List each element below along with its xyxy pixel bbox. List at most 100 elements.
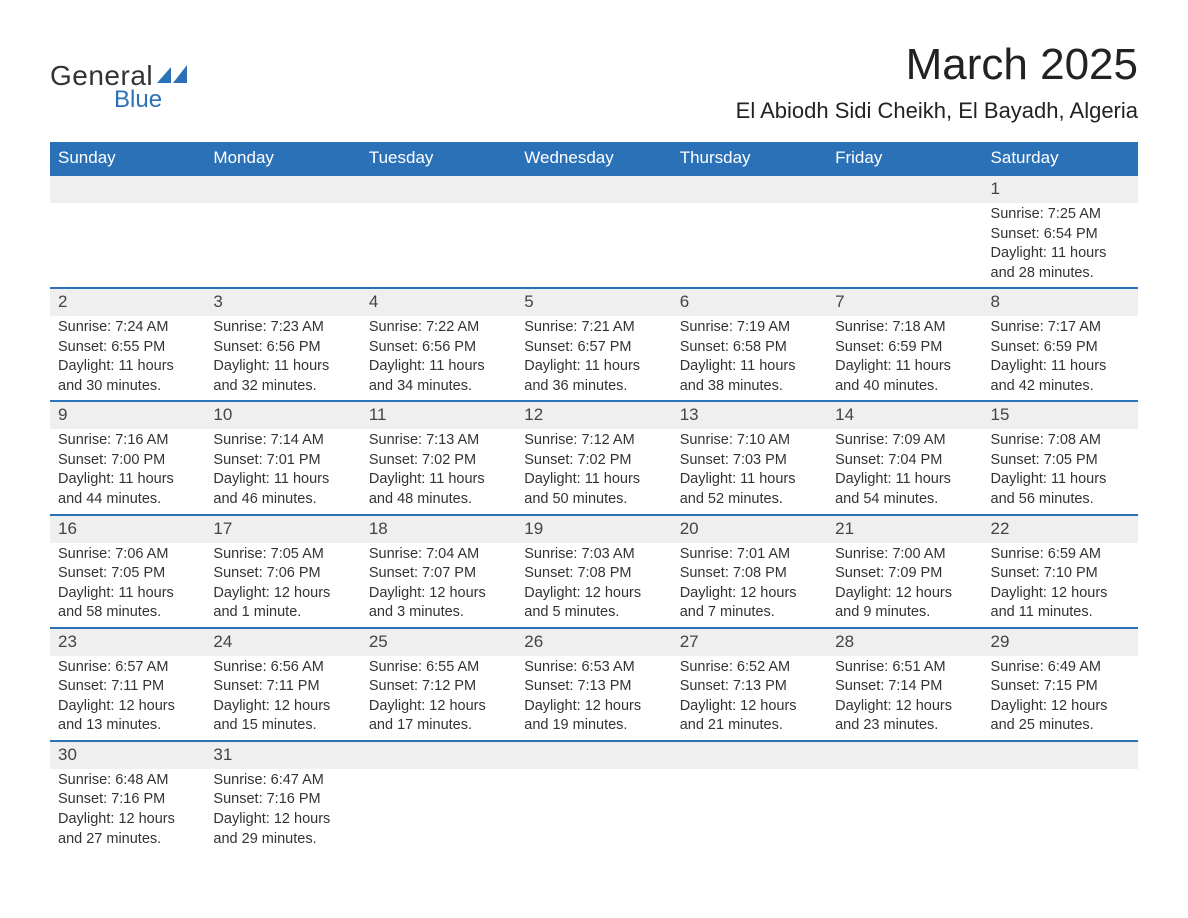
sunset-text: Sunset: 7:08 PM	[524, 564, 663, 584]
sunset-text: Sunset: 7:07 PM	[369, 564, 508, 584]
day-number-cell: 13	[672, 401, 827, 429]
day-number-cell: 11	[361, 401, 516, 429]
daynum-row: 1	[50, 175, 1138, 203]
weekday-header: Friday	[827, 142, 982, 175]
sunset-text: Sunset: 7:16 PM	[213, 790, 352, 810]
sunset-text: Sunset: 6:57 PM	[524, 338, 663, 358]
detail-row: Sunrise: 7:25 AMSunset: 6:54 PMDaylight:…	[50, 203, 1138, 288]
sunrise-text: Sunrise: 7:04 AM	[369, 545, 508, 565]
day-number-cell: 15	[983, 401, 1138, 429]
sunset-text: Sunset: 7:06 PM	[213, 564, 352, 584]
sunset-text: Sunset: 6:55 PM	[58, 338, 197, 358]
sunset-text: Sunset: 7:11 PM	[58, 677, 197, 697]
daylight-text: Daylight: 12 hours and 17 minutes.	[369, 697, 508, 736]
header: General Blue March 2025 El Abiodh Sidi C…	[50, 40, 1138, 124]
daylight-text: Daylight: 11 hours and 58 minutes.	[58, 584, 197, 623]
sunset-text: Sunset: 7:09 PM	[835, 564, 974, 584]
sunrise-text: Sunrise: 7:14 AM	[213, 431, 352, 451]
daylight-text: Daylight: 12 hours and 15 minutes.	[213, 697, 352, 736]
day-detail-cell: Sunrise: 7:23 AMSunset: 6:56 PMDaylight:…	[205, 316, 360, 401]
daylight-text: Daylight: 11 hours and 32 minutes.	[213, 357, 352, 396]
sunset-text: Sunset: 7:04 PM	[835, 451, 974, 471]
day-number-cell: 3	[205, 288, 360, 316]
daylight-text: Daylight: 12 hours and 29 minutes.	[213, 810, 352, 849]
sunrise-text: Sunrise: 6:49 AM	[991, 658, 1130, 678]
logo-triangle-icon	[157, 61, 187, 88]
day-detail-cell: Sunrise: 7:06 AMSunset: 7:05 PMDaylight:…	[50, 543, 205, 628]
day-detail-cell: Sunrise: 7:22 AMSunset: 6:56 PMDaylight:…	[361, 316, 516, 401]
title-block: March 2025 El Abiodh Sidi Cheikh, El Bay…	[736, 40, 1138, 124]
day-detail-cell	[983, 769, 1138, 853]
sunrise-text: Sunrise: 7:09 AM	[835, 431, 974, 451]
day-number-cell	[361, 741, 516, 769]
logo-text-blue: Blue	[114, 86, 187, 114]
sunrise-text: Sunrise: 7:12 AM	[524, 431, 663, 451]
day-number-cell: 28	[827, 628, 982, 656]
sunset-text: Sunset: 6:59 PM	[835, 338, 974, 358]
sunset-text: Sunset: 6:54 PM	[991, 225, 1130, 245]
sunrise-text: Sunrise: 7:06 AM	[58, 545, 197, 565]
day-number-cell: 12	[516, 401, 671, 429]
sunset-text: Sunset: 7:08 PM	[680, 564, 819, 584]
day-number-cell	[516, 175, 671, 203]
day-detail-cell: Sunrise: 6:57 AMSunset: 7:11 PMDaylight:…	[50, 656, 205, 741]
day-number-cell	[361, 175, 516, 203]
daylight-text: Daylight: 12 hours and 19 minutes.	[524, 697, 663, 736]
day-number-cell: 29	[983, 628, 1138, 656]
day-number-cell: 1	[983, 175, 1138, 203]
detail-row: Sunrise: 6:57 AMSunset: 7:11 PMDaylight:…	[50, 656, 1138, 741]
day-number-cell	[516, 741, 671, 769]
sunrise-text: Sunrise: 7:05 AM	[213, 545, 352, 565]
calendar-table: SundayMondayTuesdayWednesdayThursdayFrid…	[50, 142, 1138, 853]
day-number-cell	[983, 741, 1138, 769]
day-detail-cell: Sunrise: 7:17 AMSunset: 6:59 PMDaylight:…	[983, 316, 1138, 401]
daylight-text: Daylight: 11 hours and 30 minutes.	[58, 357, 197, 396]
sunset-text: Sunset: 7:15 PM	[991, 677, 1130, 697]
sunrise-text: Sunrise: 7:03 AM	[524, 545, 663, 565]
day-detail-cell: Sunrise: 7:04 AMSunset: 7:07 PMDaylight:…	[361, 543, 516, 628]
day-detail-cell: Sunrise: 6:55 AMSunset: 7:12 PMDaylight:…	[361, 656, 516, 741]
daylight-text: Daylight: 11 hours and 36 minutes.	[524, 357, 663, 396]
daylight-text: Daylight: 11 hours and 54 minutes.	[835, 470, 974, 509]
day-number-cell: 22	[983, 515, 1138, 543]
sunset-text: Sunset: 6:56 PM	[213, 338, 352, 358]
day-detail-cell: Sunrise: 7:10 AMSunset: 7:03 PMDaylight:…	[672, 429, 827, 514]
daynum-row: 3031	[50, 741, 1138, 769]
daylight-text: Daylight: 11 hours and 42 minutes.	[991, 357, 1130, 396]
detail-row: Sunrise: 7:24 AMSunset: 6:55 PMDaylight:…	[50, 316, 1138, 401]
sunrise-text: Sunrise: 7:17 AM	[991, 318, 1130, 338]
day-number-cell: 6	[672, 288, 827, 316]
day-number-cell: 21	[827, 515, 982, 543]
day-number-cell: 7	[827, 288, 982, 316]
day-detail-cell: Sunrise: 7:21 AMSunset: 6:57 PMDaylight:…	[516, 316, 671, 401]
day-number-cell: 24	[205, 628, 360, 656]
daylight-text: Daylight: 11 hours and 40 minutes.	[835, 357, 974, 396]
daynum-row: 2345678	[50, 288, 1138, 316]
day-number-cell: 18	[361, 515, 516, 543]
sunrise-text: Sunrise: 7:24 AM	[58, 318, 197, 338]
weekday-header: Wednesday	[516, 142, 671, 175]
day-number-cell: 26	[516, 628, 671, 656]
sunrise-text: Sunrise: 7:13 AM	[369, 431, 508, 451]
sunset-text: Sunset: 7:02 PM	[524, 451, 663, 471]
day-detail-cell: Sunrise: 7:24 AMSunset: 6:55 PMDaylight:…	[50, 316, 205, 401]
daylight-text: Daylight: 11 hours and 48 minutes.	[369, 470, 508, 509]
day-detail-cell: Sunrise: 7:12 AMSunset: 7:02 PMDaylight:…	[516, 429, 671, 514]
day-detail-cell: Sunrise: 6:49 AMSunset: 7:15 PMDaylight:…	[983, 656, 1138, 741]
logo: General Blue	[50, 60, 187, 114]
day-detail-cell: Sunrise: 6:48 AMSunset: 7:16 PMDaylight:…	[50, 769, 205, 853]
day-detail-cell: Sunrise: 7:00 AMSunset: 7:09 PMDaylight:…	[827, 543, 982, 628]
sunset-text: Sunset: 7:05 PM	[991, 451, 1130, 471]
sunset-text: Sunset: 7:12 PM	[369, 677, 508, 697]
sunset-text: Sunset: 7:13 PM	[524, 677, 663, 697]
sunset-text: Sunset: 7:14 PM	[835, 677, 974, 697]
daylight-text: Daylight: 12 hours and 21 minutes.	[680, 697, 819, 736]
day-number-cell: 20	[672, 515, 827, 543]
day-detail-cell: Sunrise: 7:09 AMSunset: 7:04 PMDaylight:…	[827, 429, 982, 514]
daylight-text: Daylight: 11 hours and 38 minutes.	[680, 357, 819, 396]
day-number-cell: 4	[361, 288, 516, 316]
day-detail-cell: Sunrise: 7:19 AMSunset: 6:58 PMDaylight:…	[672, 316, 827, 401]
daylight-text: Daylight: 12 hours and 7 minutes.	[680, 584, 819, 623]
day-detail-cell: Sunrise: 7:14 AMSunset: 7:01 PMDaylight:…	[205, 429, 360, 514]
weekday-header: Sunday	[50, 142, 205, 175]
